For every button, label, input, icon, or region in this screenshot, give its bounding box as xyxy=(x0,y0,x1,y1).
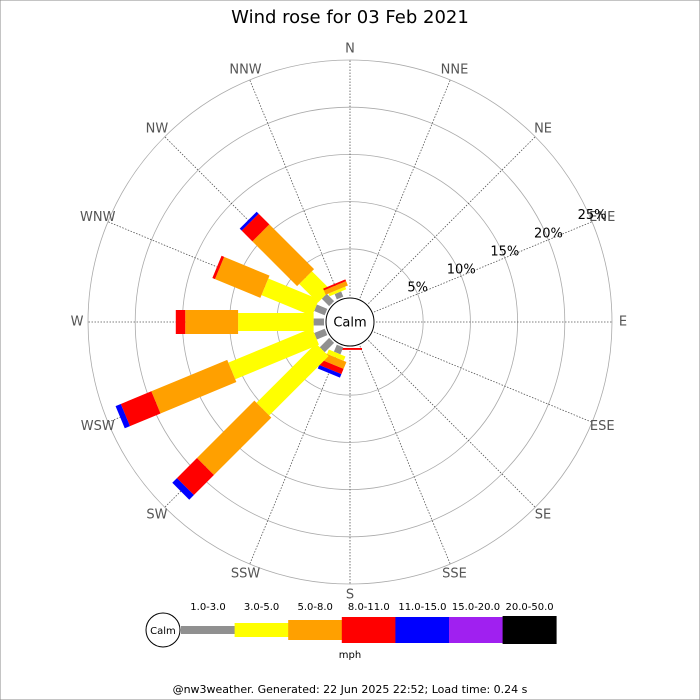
ring-label: 25% xyxy=(578,208,607,223)
spoke xyxy=(373,221,593,313)
wind-segment xyxy=(241,213,270,242)
direction-label: SSW xyxy=(231,567,261,582)
wind-segment xyxy=(252,224,315,287)
legend-label: 1.0-3.0 xyxy=(190,602,225,613)
wind-segment xyxy=(299,271,331,303)
direction-label: ENE xyxy=(589,210,615,225)
unit-label: mph xyxy=(339,650,361,661)
ring xyxy=(87,59,613,585)
wind-segment xyxy=(313,318,324,326)
spoke xyxy=(359,345,451,565)
wind-segment xyxy=(323,279,347,291)
direction-bar xyxy=(323,279,348,300)
wind-segment xyxy=(338,348,362,350)
wind-segment xyxy=(115,403,130,429)
ring-label: 20% xyxy=(534,226,563,241)
legend-label: 8.0-11.0 xyxy=(348,602,390,613)
wind-segment xyxy=(120,391,161,427)
direction-bar xyxy=(239,211,335,307)
wind-segment xyxy=(314,328,328,340)
legend-label: 20.0-50.0 xyxy=(506,602,554,613)
calm-circle xyxy=(325,297,375,347)
wind-segment xyxy=(214,256,270,298)
direction-bar xyxy=(115,327,328,429)
wind-segment xyxy=(185,310,239,334)
calm-label: Calm xyxy=(333,316,366,331)
wind-segment xyxy=(256,343,329,416)
direction-label: W xyxy=(71,315,84,330)
wind-segment xyxy=(319,359,344,375)
legend-label: 15.0-20.0 xyxy=(452,602,500,613)
direction-label: ESE xyxy=(590,419,615,434)
wind-segment xyxy=(151,359,237,414)
direction-label: WNW xyxy=(80,210,116,225)
direction-label: S xyxy=(346,588,354,603)
legend-swatch xyxy=(449,617,503,643)
wind-segment xyxy=(228,327,319,380)
chart-title: Wind rose for 03 Feb 2021 xyxy=(231,7,469,28)
legend-label: 5.0-8.0 xyxy=(297,602,332,613)
direction-label: SE xyxy=(535,508,551,523)
spoke xyxy=(359,79,451,299)
ring-label: 15% xyxy=(490,244,519,259)
legend-calm xyxy=(145,612,181,648)
direction-label: NNW xyxy=(229,62,261,77)
direction-label: NE xyxy=(534,121,552,136)
direction-label: NW xyxy=(146,121,169,136)
wind-segment xyxy=(239,211,259,231)
direction-label: SW xyxy=(146,508,167,523)
direction-bar xyxy=(172,337,335,500)
spoke xyxy=(368,136,536,304)
spoke xyxy=(368,340,536,508)
wind-segment xyxy=(319,337,335,353)
wind-segment xyxy=(333,344,344,355)
wind-segment xyxy=(172,478,194,500)
ring-label: 5% xyxy=(407,280,428,295)
wind-segment xyxy=(327,349,346,361)
spoke xyxy=(249,79,341,299)
legend-label: 3.0-5.0 xyxy=(244,602,279,613)
legend-swatch xyxy=(288,620,343,640)
direction-bar xyxy=(212,255,328,317)
direction-label: N xyxy=(345,42,355,57)
wind-segment xyxy=(317,364,342,378)
wind-segment xyxy=(314,304,328,316)
wind-segment xyxy=(196,400,272,476)
footer: @nw3weather. Generated: 22 Jun 2025 22:5… xyxy=(173,683,528,696)
direction-bar xyxy=(175,310,324,334)
wind-segment xyxy=(175,310,186,334)
wind-segment xyxy=(176,458,214,496)
legend-label: 11.0-15.0 xyxy=(398,602,446,613)
wind-segment xyxy=(261,278,319,317)
direction-label: E xyxy=(619,315,627,330)
legend-swatch xyxy=(341,617,396,643)
direction-bar xyxy=(338,348,362,350)
direction-label: WSW xyxy=(81,419,115,434)
ring xyxy=(134,106,566,538)
ring-label: 10% xyxy=(447,262,476,277)
direction-label: NNE xyxy=(441,62,469,77)
wind-segment xyxy=(321,293,335,307)
wind-segment xyxy=(323,281,348,295)
legend-calm-label: Calm xyxy=(150,626,176,637)
direction-label: SSE xyxy=(442,567,467,582)
spoke xyxy=(249,345,341,565)
wind-segment xyxy=(334,291,344,300)
legend-swatch xyxy=(234,623,289,637)
spoke xyxy=(373,331,593,423)
wind-segment xyxy=(238,313,314,331)
wind-segment xyxy=(328,286,347,297)
wind-segment xyxy=(212,255,225,280)
legend-swatch xyxy=(502,616,557,644)
legend-swatch xyxy=(395,617,450,643)
legend-swatch xyxy=(181,626,235,634)
